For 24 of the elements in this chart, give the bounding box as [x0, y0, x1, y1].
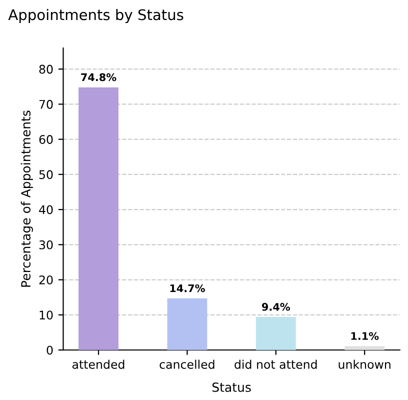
- y-tick-label: 20: [39, 275, 53, 284]
- x-axis-title: Status: [212, 382, 251, 392]
- x-tick-label: did not attend: [234, 360, 317, 369]
- chart-title: Appointments by Status: [8, 8, 184, 24]
- data-label: 9.4%: [262, 302, 290, 311]
- bar: [256, 316, 296, 350]
- y-axis-title: Percentage of Appointments: [20, 110, 33, 287]
- bar: [167, 298, 208, 350]
- data-label: 14.7%: [170, 284, 205, 292]
- y-tick-label: 0: [46, 346, 53, 355]
- data-label: 74.8%: [81, 73, 116, 82]
- y-tick-label: 80: [39, 64, 53, 74]
- y-tick-label: 60: [39, 135, 53, 144]
- bar: [344, 346, 385, 350]
- y-tick-label: 30: [39, 240, 53, 250]
- y-tick-label: 40: [39, 205, 53, 214]
- data-label: 1.1%: [351, 332, 379, 340]
- y-tick-label: 70: [39, 100, 53, 109]
- bar: [78, 87, 118, 350]
- x-tick-label: cancelled: [160, 360, 214, 369]
- x-tick-label: attended: [72, 360, 124, 369]
- x-tick-label: unknown: [338, 360, 390, 369]
- y-tick-label: 10: [40, 310, 53, 320]
- y-tick-label: 50: [39, 170, 53, 180]
